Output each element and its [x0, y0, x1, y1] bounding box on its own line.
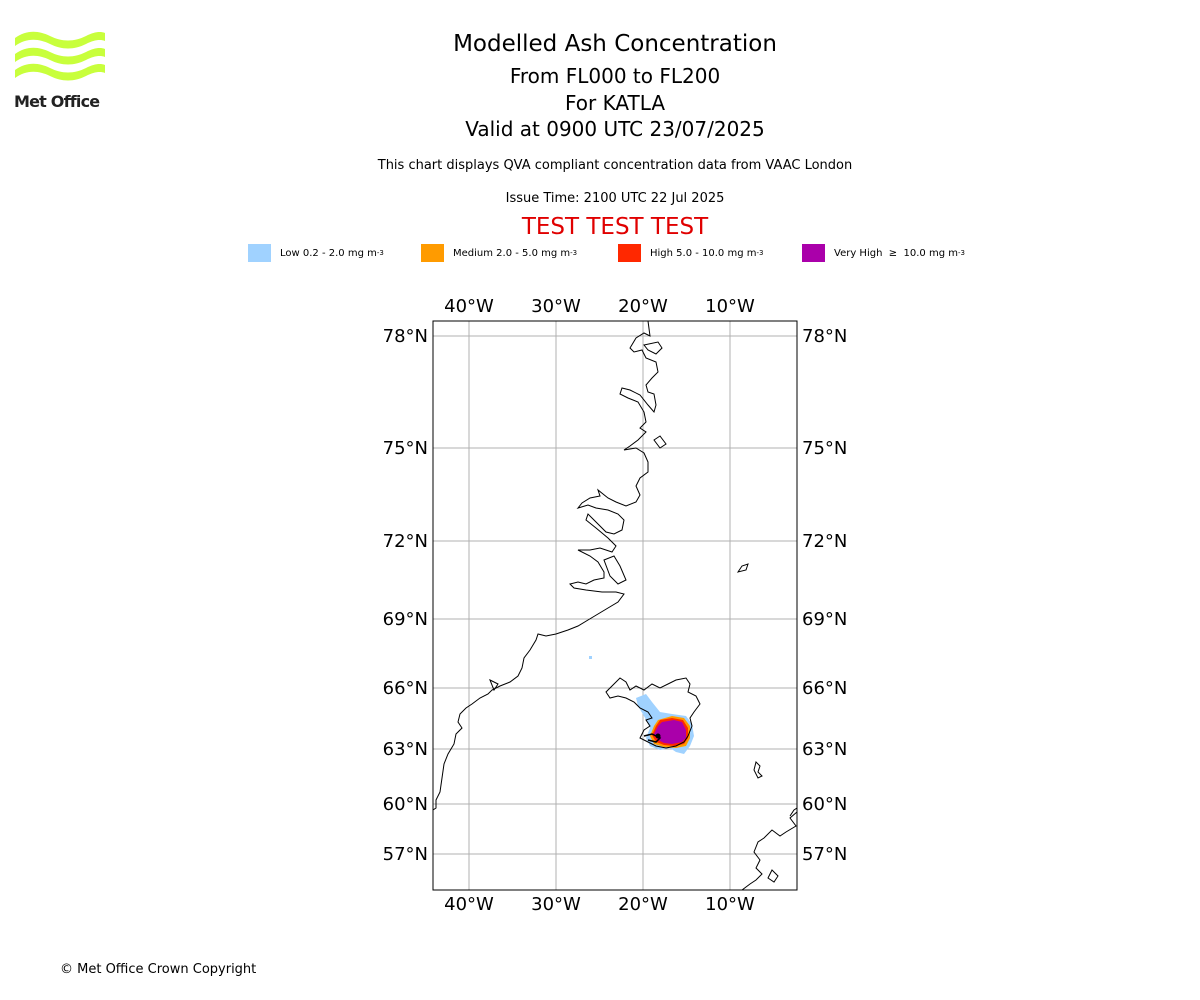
lat-label-right-60n: 60°N — [802, 794, 847, 815]
lon-label-bottom-20w: 20°W — [618, 894, 668, 915]
legend-swatch-high — [618, 244, 641, 262]
valid-time: Valid at 0900 UTC 23/07/2025 — [465, 117, 765, 141]
legend-unit-exp-high: -3 — [756, 249, 764, 257]
ash-speck — [589, 656, 592, 659]
legend-label-high: High 5.0 - 10.0 mg m — [650, 247, 757, 259]
lon-label-bottom-30w: 30°W — [531, 894, 581, 915]
lat-label-right-75n: 75°N — [802, 438, 847, 459]
map-frame — [432, 320, 798, 891]
lat-label-left-69n: 69°N — [383, 609, 428, 630]
ash-cloud-very-high — [654, 720, 686, 744]
legend-label-medium: Medium 2.0 - 5.0 mg m — [453, 247, 571, 259]
legend-swatch-very-high — [802, 244, 825, 262]
lat-label-left-72n: 72°N — [383, 531, 428, 552]
lon-label-top-10w: 10°W — [705, 296, 755, 317]
met-office-logo-text: Met Office — [14, 92, 100, 111]
lat-label-right-63n: 63°N — [802, 739, 847, 760]
legend-item-low: Low 0.2 - 2.0 mg m -3 — [248, 244, 384, 262]
lon-label-top-30w: 30°W — [531, 296, 581, 317]
iceland-coastline — [605, 677, 701, 749]
lon-label-bottom-10w: 10°W — [705, 894, 755, 915]
lat-label-left-78n: 78°N — [383, 326, 428, 347]
volcano-name: For KATLA — [565, 91, 665, 115]
lat-label-left-57n: 57°N — [383, 844, 428, 865]
met-office-logo — [15, 31, 105, 81]
lat-label-right-57n: 57°N — [802, 844, 847, 865]
lat-label-left-66n: 66°N — [383, 678, 428, 699]
lat-label-right-78n: 78°N — [802, 326, 847, 347]
lat-label-left-60n: 60°N — [383, 794, 428, 815]
lat-label-right-72n: 72°N — [802, 531, 847, 552]
legend-swatch-medium — [421, 244, 444, 262]
greenland-coastline — [433, 321, 659, 811]
concentration-legend: Low 0.2 - 2.0 mg m -3 Medium 2.0 - 5.0 mg… — [0, 244, 1200, 264]
issue-time: Issue Time: 2100 UTC 22 Jul 2025 — [505, 191, 725, 206]
legend-unit-exp-very-high: -3 — [957, 249, 965, 257]
lon-label-bottom-40w: 40°W — [444, 894, 494, 915]
test-banner: TEST TEST TEST — [521, 214, 709, 240]
chart-title: Modelled Ash Concentration — [453, 31, 777, 57]
lon-label-top-40w: 40°W — [444, 296, 494, 317]
jan-mayen-coastline — [736, 563, 749, 573]
faroe-islands-coastline — [753, 761, 763, 779]
map-gridlines — [433, 321, 797, 890]
copyright-notice: © Met Office Crown Copyright — [60, 962, 257, 977]
lat-label-right-66n: 66°N — [802, 678, 847, 699]
lat-label-left-63n: 63°N — [383, 739, 428, 760]
lat-label-right-69n: 69°N — [802, 609, 847, 630]
legend-label-low: Low 0.2 - 2.0 mg m — [280, 247, 377, 259]
scotland-coastline — [741, 807, 797, 890]
legend-swatch-low — [248, 244, 271, 262]
legend-item-high: High 5.0 - 10.0 mg m -3 — [618, 244, 763, 262]
chart-description: This chart displays QVA compliant concen… — [377, 158, 853, 173]
lon-label-top-20w: 20°W — [618, 296, 668, 317]
lat-label-left-75n: 75°N — [383, 438, 428, 459]
flight-level-range: From FL000 to FL200 — [509, 64, 721, 88]
legend-unit-exp-low: -3 — [376, 249, 384, 257]
legend-item-very-high: Very High ≥ 10.0 mg m -3 — [802, 244, 965, 262]
legend-unit-exp-medium: -3 — [570, 249, 578, 257]
legend-label-very-high: Very High ≥ 10.0 mg m — [834, 247, 958, 259]
legend-item-medium: Medium 2.0 - 5.0 mg m -3 — [421, 244, 577, 262]
